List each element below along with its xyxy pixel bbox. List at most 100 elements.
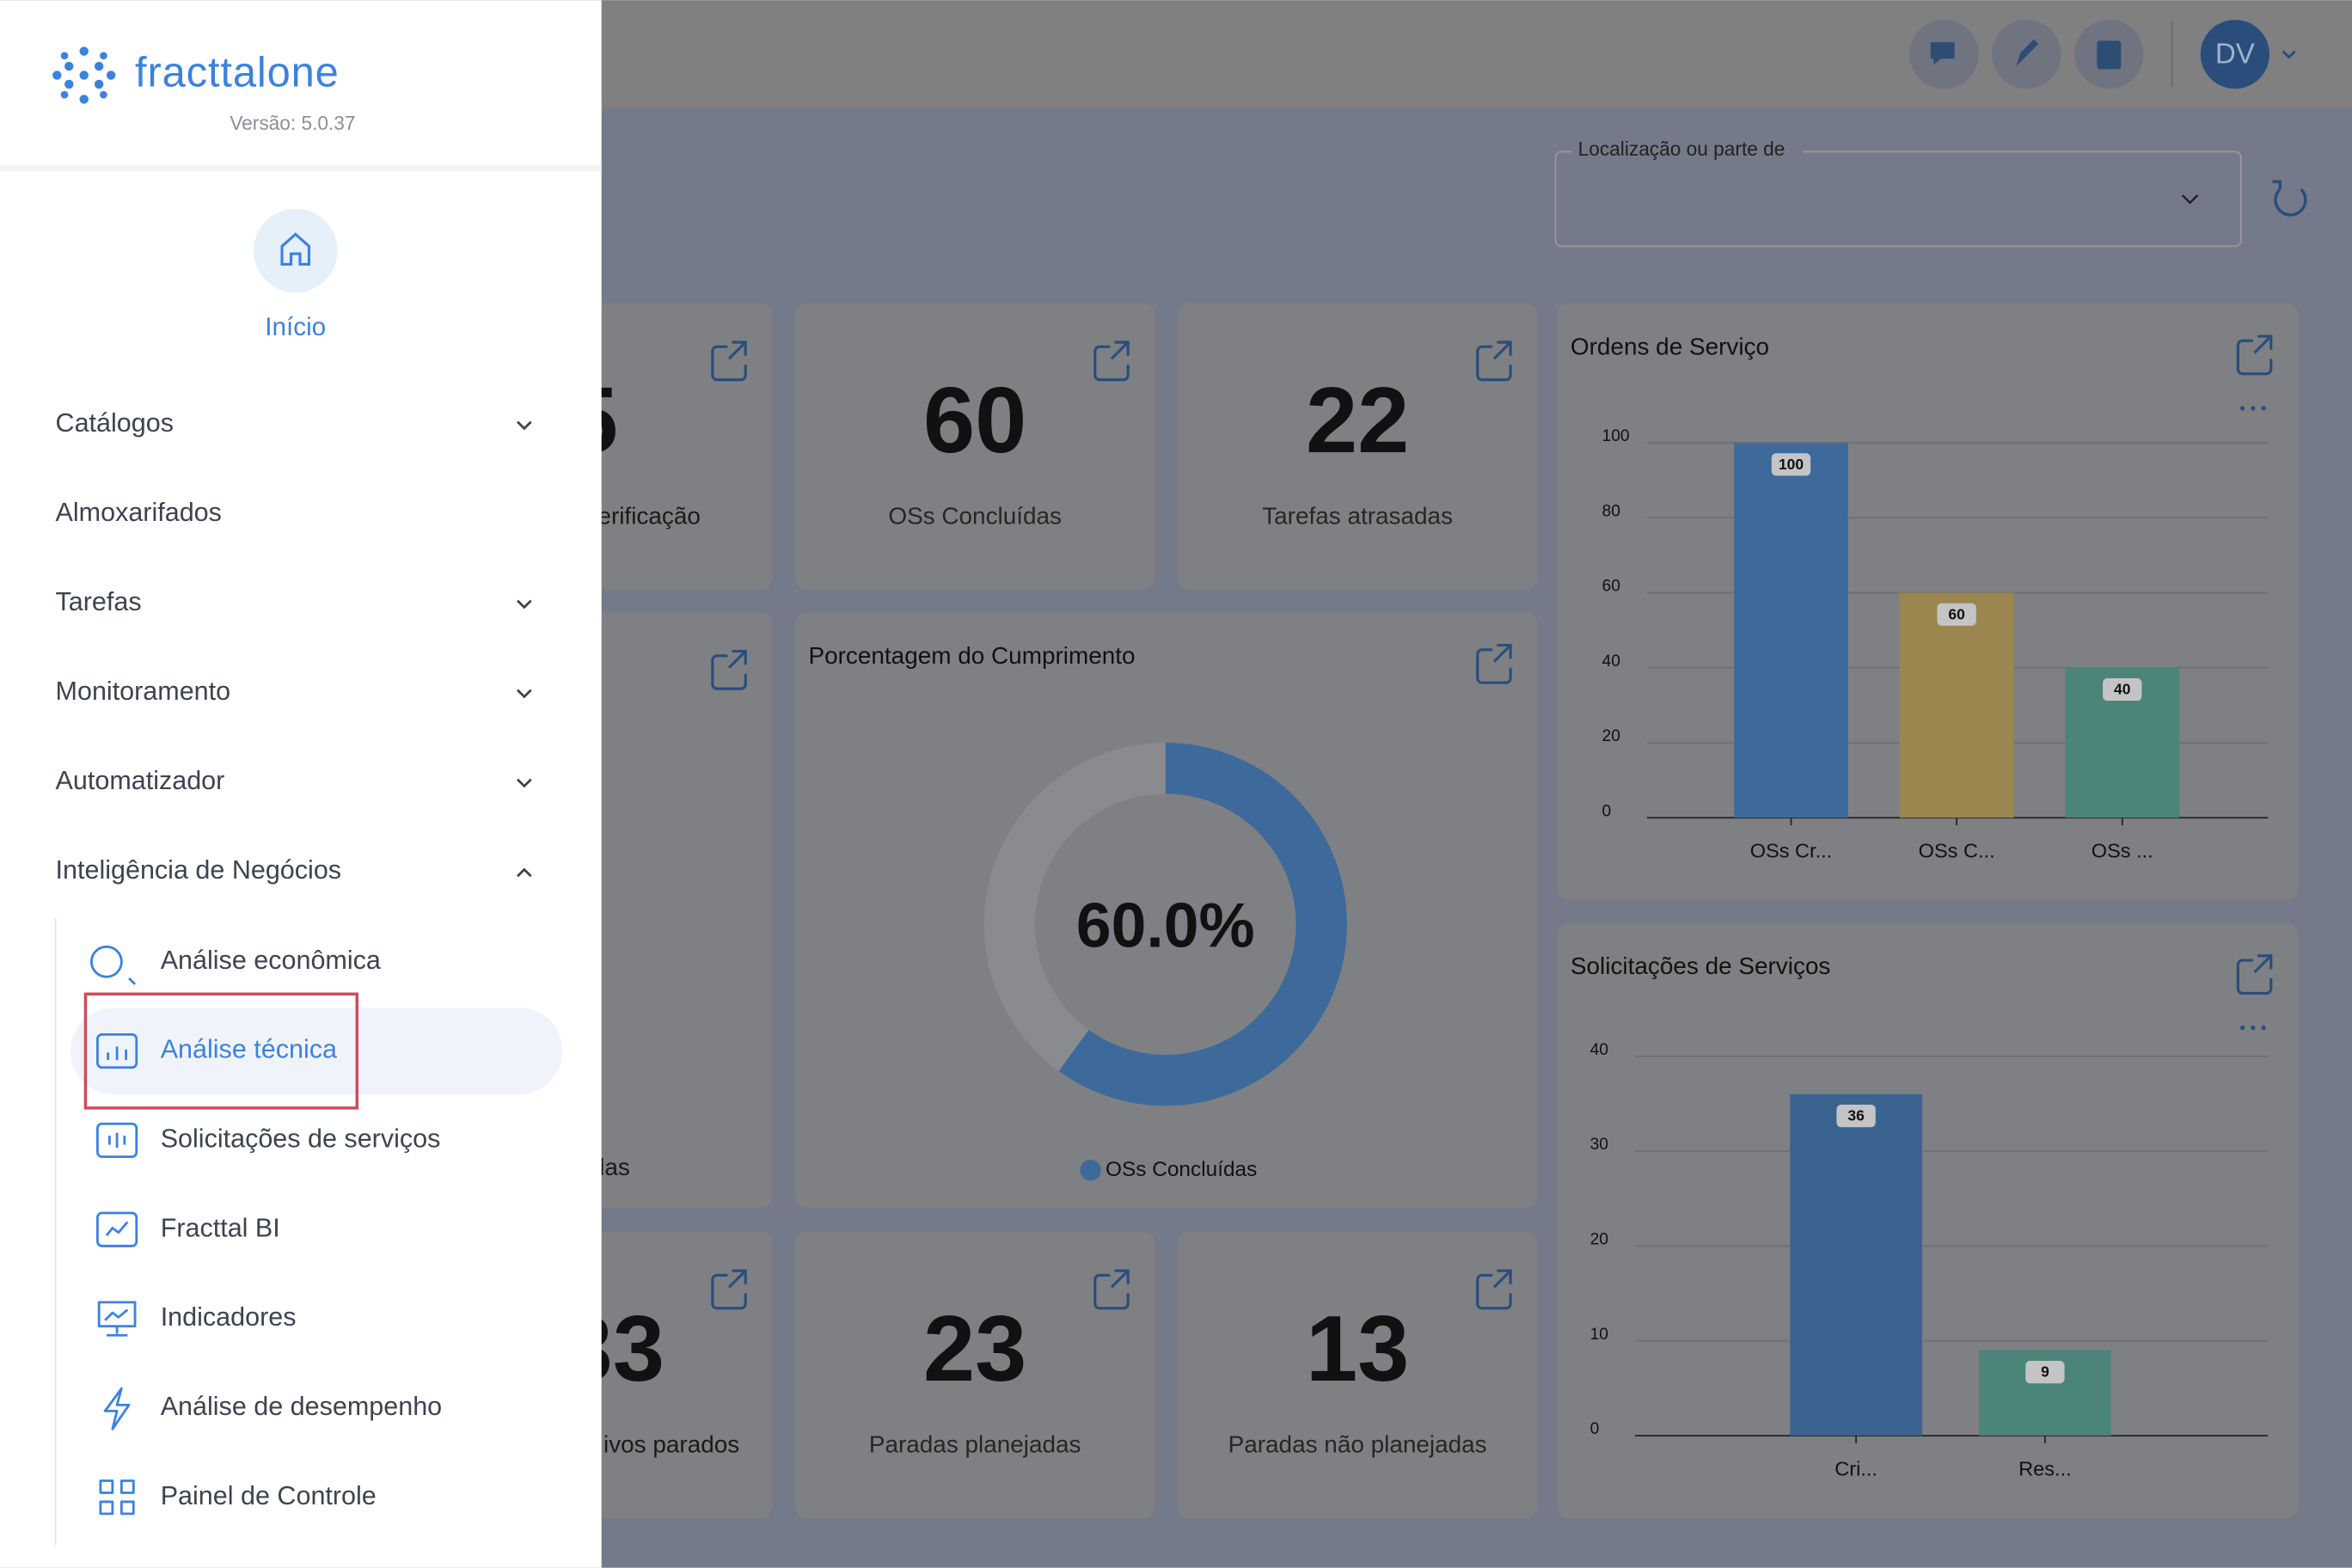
avatar-initials: DV xyxy=(2215,39,2255,70)
card xyxy=(794,1231,1155,1519)
brand: fracttalone xyxy=(135,49,340,95)
x-tick-label: Res... xyxy=(2018,1458,2072,1480)
y-tick-label: 40 xyxy=(1590,1041,1608,1059)
card xyxy=(570,612,773,1208)
open-link[interactable] xyxy=(711,1269,747,1310)
chevron-down[interactable] xyxy=(517,689,532,699)
bar xyxy=(1790,1093,1922,1436)
open-link[interactable] xyxy=(1476,340,1512,382)
x-tick-label: OSs ... xyxy=(2092,840,2153,862)
focus-box xyxy=(83,992,359,1110)
x-tick-label: OSs Cr... xyxy=(1750,840,1833,862)
submenu-icon xyxy=(96,1033,138,1069)
select-label: Localização ou parte de xyxy=(1578,138,1785,160)
value-label-box xyxy=(2103,677,2142,701)
select-caret xyxy=(2181,194,2199,205)
submenu-item: Análise técnica xyxy=(161,1035,337,1064)
value-label: 40 xyxy=(2114,681,2130,698)
version: Versão: 5.0.37 xyxy=(230,112,355,134)
chevron-down[interactable] xyxy=(517,778,532,788)
y-tick-label: 60 xyxy=(1602,578,1620,596)
legend-label: OSs Concluídas xyxy=(1106,1158,1257,1181)
value-label-box xyxy=(2025,1361,2065,1384)
home-label: Início xyxy=(265,313,326,341)
value-label: 9 xyxy=(2041,1363,2049,1381)
donut-arc xyxy=(1058,743,1347,1106)
open-link[interactable] xyxy=(711,650,747,690)
open-link[interactable] xyxy=(1476,1269,1512,1310)
value-label-box xyxy=(1937,603,1976,626)
chevron-down[interactable] xyxy=(517,599,532,609)
more-dot xyxy=(2240,1025,2245,1031)
open-link[interactable] xyxy=(2236,334,2273,376)
avatar-caret xyxy=(2282,50,2296,59)
y-tick-label: 20 xyxy=(1602,727,1620,745)
menu-item: Inteligência de Negócios xyxy=(56,855,342,885)
legend-swatch xyxy=(1080,1160,1101,1181)
more-dot xyxy=(2261,406,2266,411)
kpi-label: ivos parados xyxy=(603,1431,739,1458)
chart-title: Ordens de Serviço xyxy=(1571,333,1769,359)
card xyxy=(794,612,1538,1208)
y-tick-label: 10 xyxy=(1590,1326,1608,1344)
open-link[interactable] xyxy=(1093,340,1130,382)
menu-item: Monitoramento xyxy=(56,677,231,706)
menu-item: Catálogos xyxy=(56,408,174,438)
submenu-item: Análise de desempenho xyxy=(161,1392,442,1421)
submenu-icon xyxy=(99,1479,135,1516)
kpi-value: 23 xyxy=(923,1296,1026,1400)
y-tick-label: 20 xyxy=(1590,1231,1608,1249)
home-button[interactable] xyxy=(253,208,338,293)
x-tick-label: OSs C... xyxy=(1919,840,1995,862)
kpi-value: 60 xyxy=(923,368,1026,472)
bar xyxy=(1899,592,2014,818)
card xyxy=(1177,303,1538,591)
y-tick-label: 0 xyxy=(1602,802,1612,820)
card xyxy=(1177,1231,1538,1519)
chart-title: Porcentagem do Cumprimento xyxy=(809,642,1136,669)
submenu-icon xyxy=(96,1211,138,1247)
submenu-item: Solicitações de serviços xyxy=(161,1124,441,1153)
location-select[interactable] xyxy=(1554,150,2242,248)
y-tick-label: 30 xyxy=(1590,1136,1608,1154)
avatar[interactable] xyxy=(2200,19,2270,89)
chevron-up[interactable] xyxy=(517,867,532,878)
kpi-label: erificação xyxy=(597,503,700,530)
submenu-icon xyxy=(103,1387,131,1430)
open-link[interactable] xyxy=(1093,1269,1130,1310)
submenu-item: Fracttal BI xyxy=(161,1213,280,1242)
kpi-value: 13 xyxy=(1306,1296,1409,1400)
submenu-icon xyxy=(90,945,137,985)
value-label: 60 xyxy=(1948,605,1964,622)
card xyxy=(794,303,1155,591)
open-link[interactable] xyxy=(711,340,747,382)
chat-icon xyxy=(1930,42,1955,65)
value-label: 36 xyxy=(1847,1107,1865,1124)
more-dot xyxy=(2251,1025,2256,1031)
menu-item: Tarefas xyxy=(56,587,142,616)
card xyxy=(570,1231,773,1519)
value-label-box xyxy=(1836,1105,1876,1128)
more-dot xyxy=(2240,406,2245,411)
rocket-icon xyxy=(2016,39,2039,67)
card xyxy=(570,303,773,591)
sidebar: fracttalone Versão: 5.0.37 Início Catálogos… xyxy=(0,0,602,1568)
donut-center-label: 60.0% xyxy=(1076,890,1255,960)
y-tick-label: 40 xyxy=(1602,652,1620,671)
logo-shadow xyxy=(0,165,602,172)
kpi-label: Tarefas atrasadas xyxy=(1262,503,1453,530)
bar xyxy=(1734,443,1848,818)
y-tick-label: 0 xyxy=(1590,1420,1600,1438)
menu-item: Automatizador xyxy=(56,766,225,795)
submenu-icon xyxy=(96,1122,138,1159)
open-link[interactable] xyxy=(2236,954,2273,995)
submenu-item: Indicadores xyxy=(161,1302,297,1332)
more-dot xyxy=(2261,1025,2266,1031)
chevron-down[interactable] xyxy=(517,420,532,431)
menu-item: Almoxarifados xyxy=(56,498,222,527)
refresh-button[interactable] xyxy=(2272,180,2307,217)
open-link[interactable] xyxy=(1476,644,1512,684)
